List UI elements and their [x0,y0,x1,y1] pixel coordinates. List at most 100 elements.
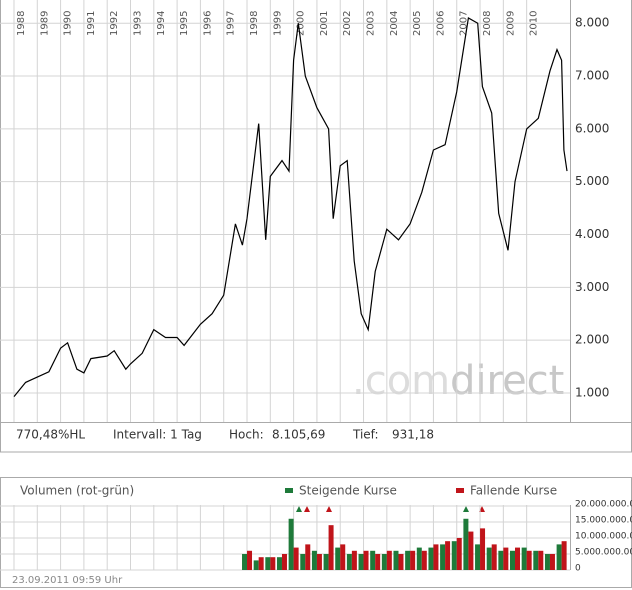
volume-bar [300,553,306,570]
x-tick-label: 1994 [156,11,167,36]
high-value: 8.105,69 [272,428,325,442]
overflow-marker [296,506,469,512]
low-value: 931,18 [392,428,434,442]
volume-bar [351,550,357,570]
volume-bar [445,541,451,570]
x-tick-label: 1992 [109,11,120,36]
y-tick-label: 3.000 [575,280,609,294]
volume-bar [410,550,416,570]
volume-bar [510,550,516,570]
x-tick-label: 1990 [63,11,74,36]
volume-bar [358,553,364,570]
timestamp: 23.09.2011 09:59 Uhr [12,575,123,586]
overflow-marker [304,506,485,512]
volume-bar [363,550,369,570]
volume-bar [526,550,532,570]
volume-bar [440,544,446,570]
y-tick-label: 0 [575,564,581,574]
volume-bar [247,550,253,570]
x-tick-label: 1988 [16,11,27,36]
volume-bar [561,541,567,570]
volume-bar [475,544,481,570]
volume-bar [491,544,497,570]
legend-label: Steigende Kurse [299,484,397,498]
volume-bar [265,557,271,570]
y-tick-label: 1.000 [575,385,609,399]
x-tick-label: 2000 [296,11,307,36]
x-tick-label: 1989 [39,11,50,36]
price-line [13,17,568,397]
legend-swatch [285,488,293,493]
volume-bar [405,550,411,570]
volume-bar [498,550,504,570]
x-tick-label: 1991 [86,11,97,36]
y-tick-label: 8.000 [575,16,609,30]
volume-bar [253,560,259,570]
volume-bar [293,547,299,570]
volume-bar [370,550,376,570]
volume-bar [538,550,544,570]
x-tick-label: 1996 [202,11,213,36]
volume-bar [533,550,539,570]
volume-bar [480,528,486,570]
volume-bar [346,553,352,570]
x-tick-label: 2010 [529,11,540,36]
volume-bar [381,553,387,570]
y-tick-label: 2.000 [575,333,609,347]
volume-bar [549,553,555,570]
y-tick-label: 4.000 [575,227,609,241]
x-tick-label: 2006 [435,11,446,36]
x-tick-label: 1995 [179,11,190,36]
volume-bar [486,547,492,570]
watermark: .com [352,358,450,404]
x-tick-label: 1993 [132,11,143,36]
volume-bar [340,544,346,570]
x-tick-label: 2004 [389,11,400,36]
volume-bar [468,531,474,570]
volume-bar [515,547,521,570]
x-tick-label: 2003 [366,11,377,36]
volume-bar [375,553,381,570]
y-tick-label: 10.000.000.00 [575,531,632,541]
volume-bar [421,550,427,570]
volume-bar [281,553,287,570]
volume-title: Volumen (rot-grün) [20,484,134,498]
volume-bar [242,553,248,570]
volume-bar [556,544,562,570]
x-tick-label: 1997 [226,11,237,36]
volume-bar [316,553,322,570]
volume-bar [288,518,294,570]
x-tick-label: 1999 [272,11,283,36]
legend-label: Fallende Kurse [470,484,557,498]
legend-swatch [456,488,464,493]
volume-bar [258,557,264,570]
volume-bar [463,518,469,570]
volume-bar [416,547,422,570]
x-tick-label: 2008 [482,11,493,36]
y-tick-label: 5.000.000.00 [575,547,632,557]
volume-bar [323,553,329,570]
volume-bar [276,557,282,570]
volume-bar [428,547,434,570]
volume-bar [393,550,399,570]
performance: 770,48%HL [16,428,85,442]
volume-bar [456,537,462,570]
volume-bar [433,544,439,570]
volume-bar [335,547,341,570]
y-tick-label: 15.000.000.00 [575,515,632,525]
volume-bar [503,547,509,570]
volume-bar [521,547,527,570]
x-tick-label: 2001 [319,11,330,36]
high-label: Hoch: [229,428,264,442]
volume-bar [270,557,276,570]
volume-bar [328,525,334,570]
x-tick-label: 2007 [459,11,470,36]
volume-bar [398,553,404,570]
low-label: Tief: [352,428,379,442]
interval: Intervall: 1 Tag [113,428,202,442]
x-tick-label: 2002 [342,11,353,36]
volume-bar [311,550,317,570]
x-tick-label: 2005 [412,11,423,36]
y-tick-label: 6.000 [575,121,609,135]
